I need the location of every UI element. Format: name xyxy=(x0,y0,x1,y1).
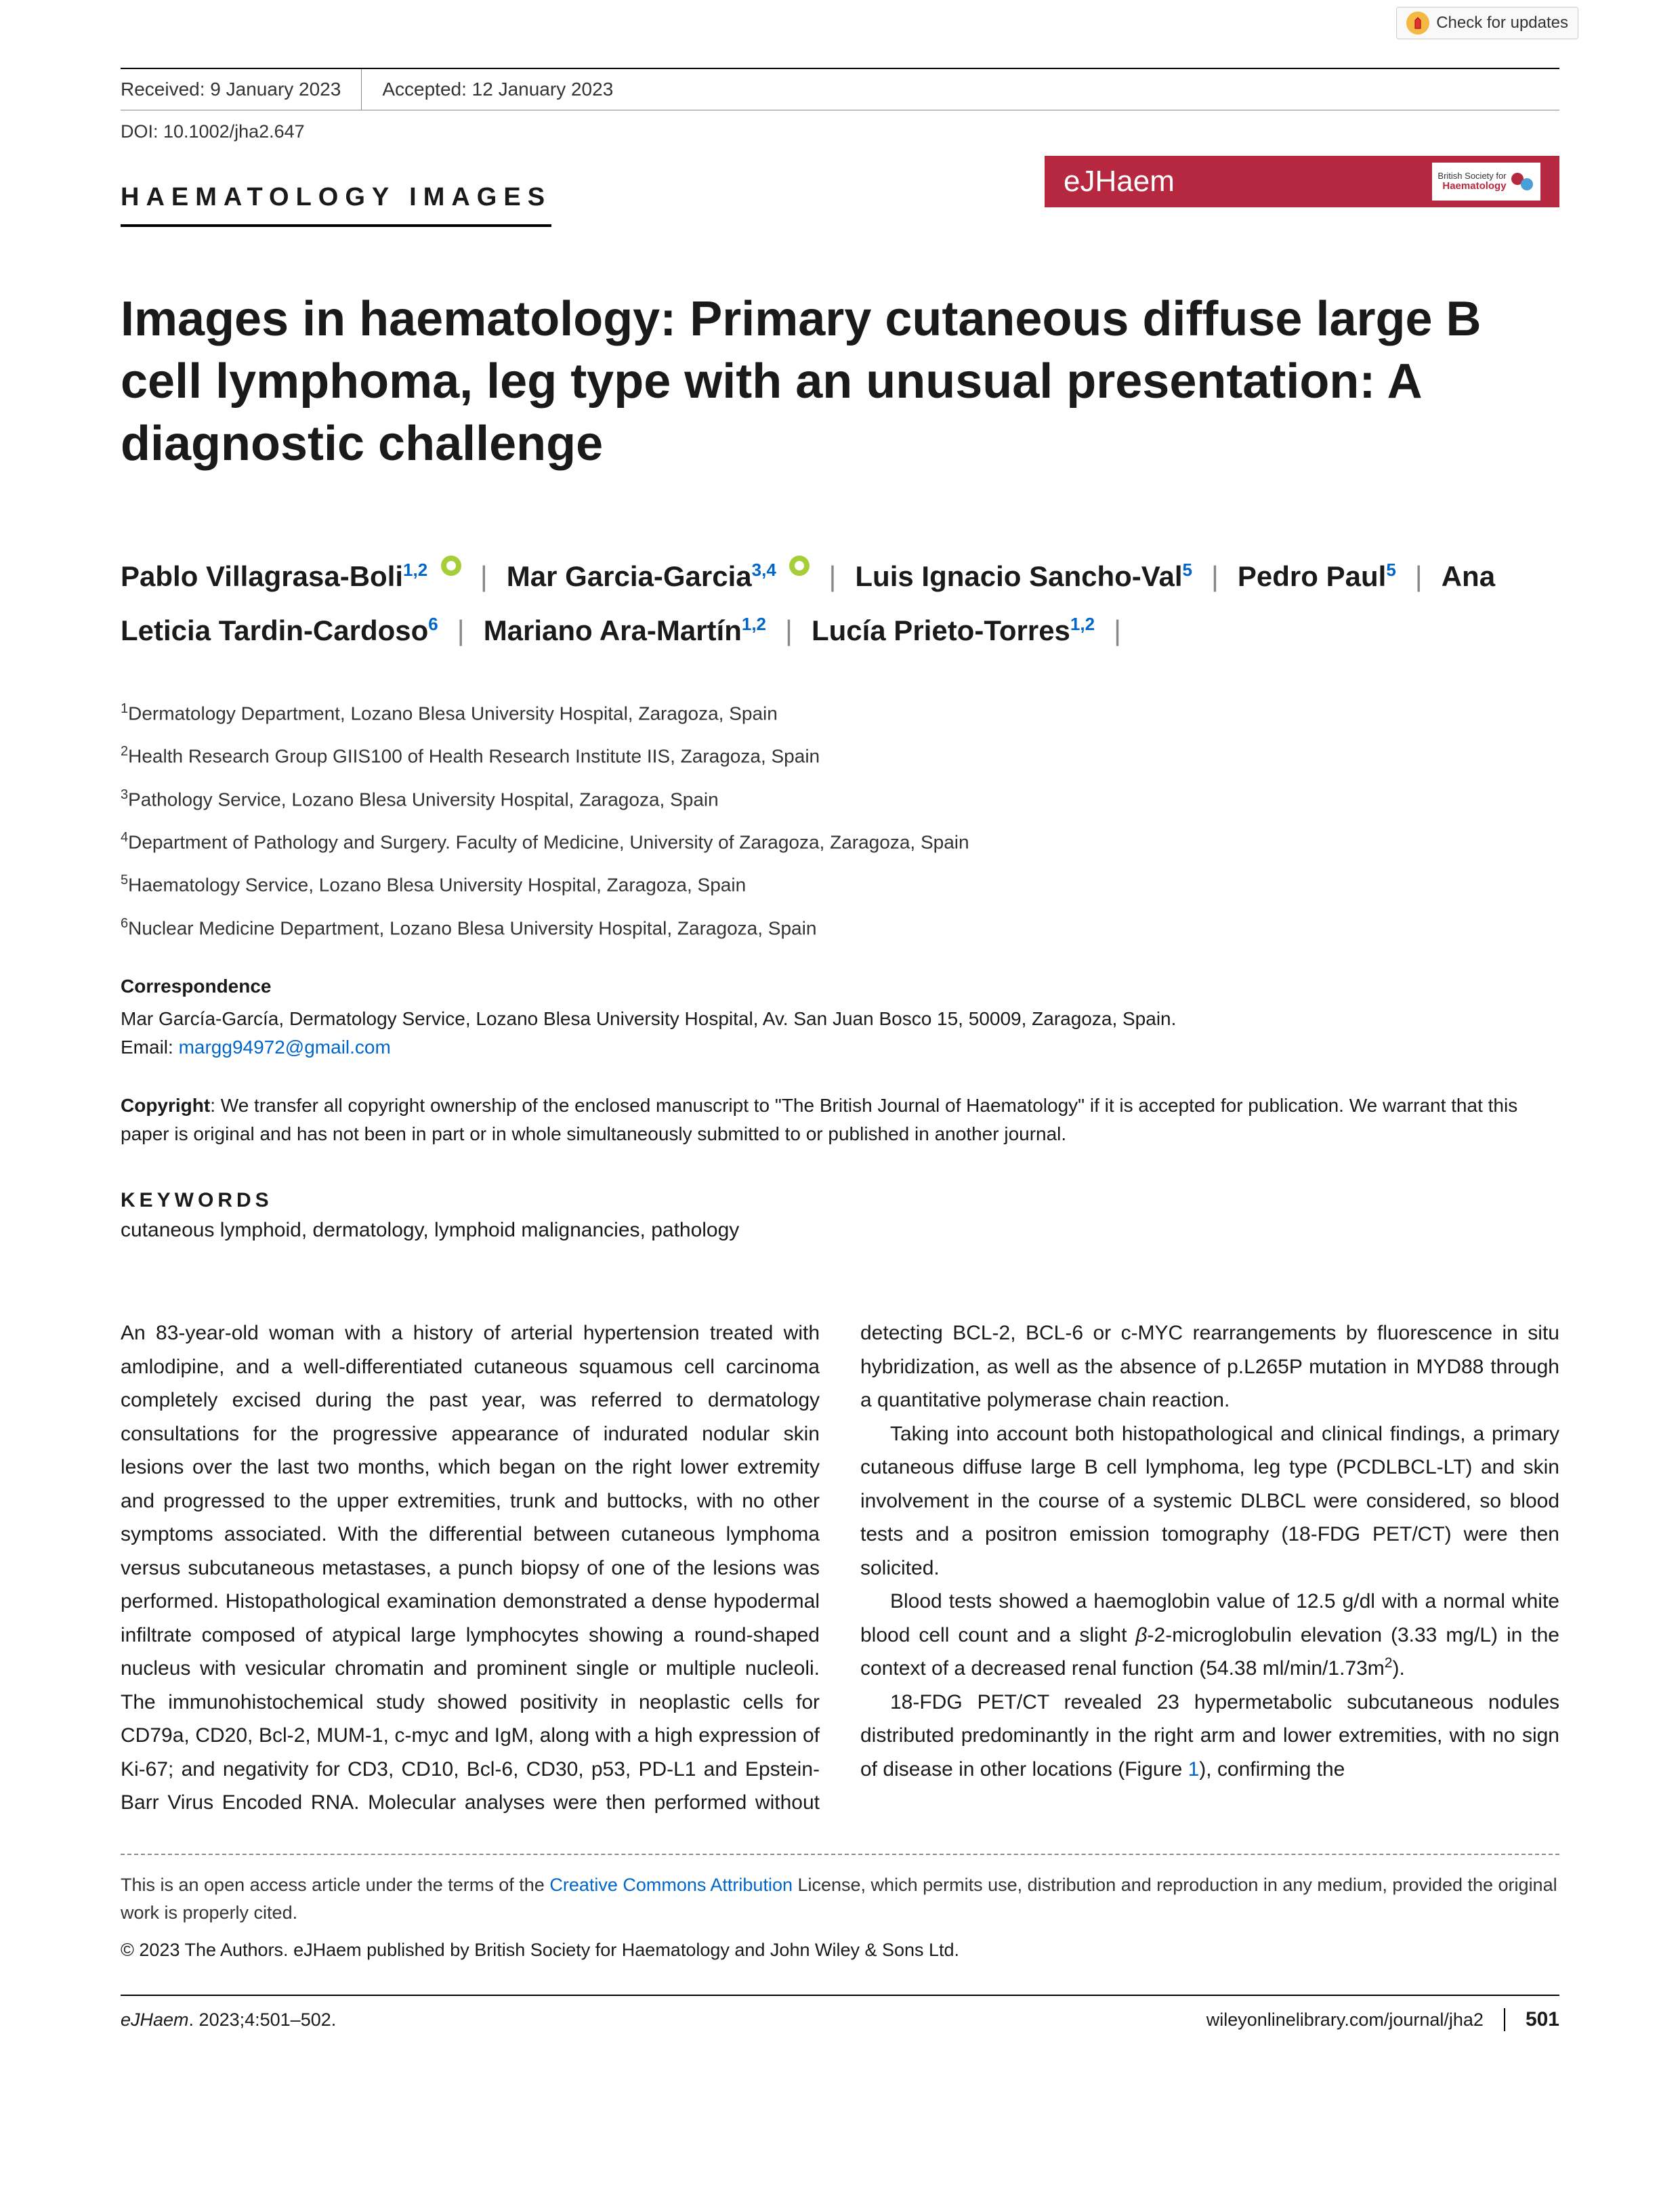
footer-citation: eJHaem. 2023;4:501–502. xyxy=(121,2009,336,2030)
page-number: 501 xyxy=(1504,2008,1559,2031)
keywords: cutaneous lymphoid, dermatology, lymphoi… xyxy=(121,1219,1559,1242)
author-separator: | xyxy=(480,560,488,592)
author-separator: | xyxy=(1211,560,1219,592)
author: Mar Garcia-Garcia3,4 xyxy=(507,560,810,592)
affiliation: 5Haematology Service, Lozano Blesa Unive… xyxy=(121,870,1559,899)
society-badge: British Society for Haematology xyxy=(1432,163,1540,201)
received-date: Received: 9 January 2023 xyxy=(121,69,362,110)
author: Luis Ignacio Sancho-Val5 xyxy=(855,560,1192,592)
body-p3: Blood tests showed a haemoglobin value o… xyxy=(860,1585,1559,1686)
correspondence-label: Correspondence xyxy=(121,972,1559,1001)
article-title: Images in haematology: Primary cutaneous… xyxy=(121,288,1559,475)
doi: DOI: 10.1002/jha2.647 xyxy=(121,121,1559,142)
copyright-line: © 2023 The Authors. eJHaem published by … xyxy=(121,1940,1559,1961)
author-separator: | xyxy=(457,615,465,646)
orcid-icon[interactable] xyxy=(789,556,810,576)
author-separator: | xyxy=(785,615,793,646)
separator xyxy=(121,1854,1559,1855)
orcid-icon[interactable] xyxy=(441,556,461,576)
article-dates-row: Received: 9 January 2023 Accepted: 12 Ja… xyxy=(121,68,1559,110)
author-separator: | xyxy=(1415,560,1423,592)
journal-name: eJHaem xyxy=(1064,165,1175,199)
correspondence-text: Mar García-García, Dermatology Service, … xyxy=(121,1005,1559,1033)
check-updates-label: Check for updates xyxy=(1436,14,1568,33)
author: Pedro Paul5 xyxy=(1238,560,1396,592)
page-footer: eJHaem. 2023;4:501–502. wileyonlinelibra… xyxy=(121,1995,1559,2031)
check-for-updates-button[interactable]: Check for updates xyxy=(1396,7,1578,39)
author: Lucía Prieto-Torres1,2 xyxy=(812,615,1095,646)
author: Pablo Villagrasa-Boli1,2 xyxy=(121,560,461,592)
copyright-note: Copyright: We transfer all copyright own… xyxy=(121,1091,1559,1148)
correspondence-block: Correspondence Mar García-García, Dermat… xyxy=(121,972,1559,1062)
body-p4: 18-FDG PET/CT revealed 23 hypermetabolic… xyxy=(860,1686,1559,1787)
affiliation: 1Dermatology Department, Lozano Blesa Un… xyxy=(121,699,1559,728)
updates-icon xyxy=(1406,12,1429,35)
license-text: This is an open access article under the… xyxy=(121,1871,1559,1928)
figure-ref-link[interactable]: 1 xyxy=(1188,1758,1200,1780)
article-body: An 83-year-old woman with a history of a… xyxy=(121,1316,1559,1820)
affiliation: 2Health Research Group GIIS100 of Health… xyxy=(121,741,1559,770)
journal-banner: eJHaem British Society for Haematology xyxy=(1045,156,1559,207)
cc-license-link[interactable]: Creative Commons Attribution xyxy=(549,1875,793,1895)
authors-list: Pablo Villagrasa-Boli1,2 | Mar Garcia-Gar… xyxy=(121,549,1559,658)
accepted-date: Accepted: 12 January 2023 xyxy=(382,69,633,110)
keywords-label: KEYWORDS xyxy=(121,1189,1559,1212)
author: Mariano Ara-Martín1,2 xyxy=(484,615,766,646)
affiliation: 3Pathology Service, Lozano Blesa Univers… xyxy=(121,785,1559,814)
affiliation: 6Nuclear Medicine Department, Lozano Ble… xyxy=(121,913,1559,942)
body-p2: Taking into account both histopathologic… xyxy=(860,1417,1559,1585)
correspondence-email-link[interactable]: margg94972@gmail.com xyxy=(179,1037,391,1058)
footer-url-link[interactable]: wileyonlinelibrary.com/journal/jha2 xyxy=(1206,2009,1484,2030)
section-label: HAEMATOLOGY IMAGES xyxy=(121,183,551,227)
author-separator: | xyxy=(828,560,836,592)
affiliation: 4Department of Pathology and Surgery. Fa… xyxy=(121,827,1559,856)
affiliations-list: 1Dermatology Department, Lozano Blesa Un… xyxy=(121,699,1559,942)
